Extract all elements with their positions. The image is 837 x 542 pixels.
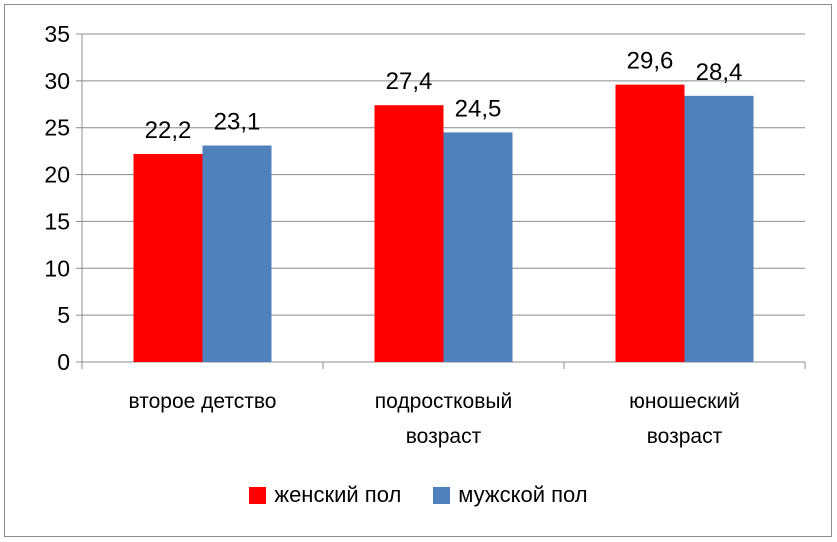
y-tick-label-6: 30 (44, 68, 70, 94)
legend-item-series-1: женский пол (249, 482, 401, 508)
bar-s1-c2 (374, 105, 444, 363)
y-tick-label-5: 25 (44, 115, 70, 141)
y-tick-label-7: 35 (44, 21, 70, 47)
legend-item-series-2: мужской пол (433, 482, 588, 508)
bar-s2-c3 (684, 95, 754, 362)
legend: женский пол мужской пол (0, 478, 837, 512)
data-label-s1-c3: 29,6 (627, 48, 674, 75)
bar-s2-c2 (443, 132, 513, 362)
data-label-s2-c3: 28,4 (696, 59, 743, 86)
legend-swatch-series-2 (433, 486, 451, 504)
y-tick-label-3: 15 (44, 208, 70, 234)
legend-label-series-2: мужской пол (458, 482, 588, 507)
data-label-s1-c2: 27,4 (386, 68, 433, 95)
y-tick-label-0: 0 (57, 349, 70, 375)
legend-swatch-series-1 (249, 486, 267, 504)
legend-label-series-1: женский пол (274, 482, 402, 507)
data-label-s2-c2: 24,5 (455, 95, 502, 122)
bar-s1-c3 (615, 84, 685, 362)
y-tick-label-4: 20 (44, 162, 70, 188)
data-label-s2-c1: 23,1 (214, 109, 261, 136)
bar-chart: 0 5 10 15 20 25 30 35 22,2 23,1 второе детство 27,4… (44, 21, 806, 448)
x-category-label-3-line-2: возраст (647, 425, 723, 448)
bar-s2-c1 (202, 145, 272, 362)
y-tick-label-2: 10 (44, 255, 70, 281)
bar-s1-c1 (133, 153, 203, 362)
x-category-label-3-line-1: юношеский (629, 390, 740, 413)
x-category-label-2-line-1: подростковый (375, 390, 512, 413)
y-tick-label-1: 5 (57, 302, 70, 328)
x-category-label-1-line-1: второе детство (129, 390, 277, 413)
x-category-label-2-line-2: возраст (406, 425, 482, 448)
data-label-s1-c1: 22,2 (145, 117, 192, 144)
